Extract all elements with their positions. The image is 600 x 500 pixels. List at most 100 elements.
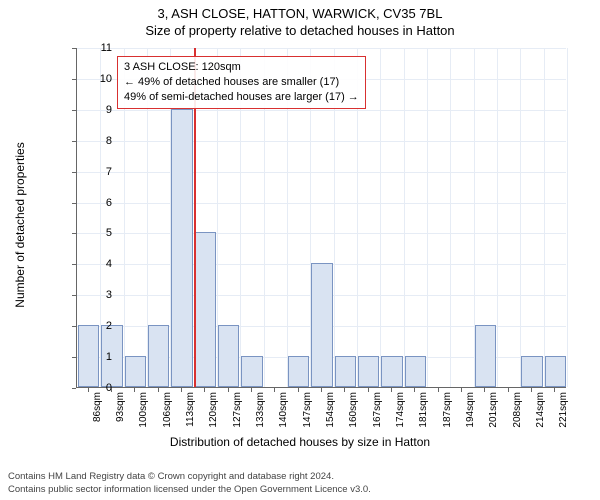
x-tick-label: 140sqm (278, 392, 289, 428)
gridline-v (497, 48, 498, 387)
x-tick-mark (298, 388, 299, 392)
gridline-h (77, 141, 566, 142)
x-tick-mark (204, 388, 205, 392)
y-tick-mark (72, 203, 76, 204)
gridline-h (77, 172, 566, 173)
x-tick-mark (274, 388, 275, 392)
y-tick-mark (72, 233, 76, 234)
y-tick-mark (72, 48, 76, 49)
y-tick-label: 10 (88, 73, 112, 85)
y-tick-mark (72, 110, 76, 111)
y-tick-label: 8 (88, 135, 112, 147)
gridline-v (567, 48, 568, 387)
histogram-bar (148, 325, 169, 387)
gridline-h (77, 48, 566, 49)
attribution-footer: Contains HM Land Registry data © Crown c… (8, 471, 371, 496)
histogram-bar (195, 232, 216, 387)
y-tick-label: 3 (88, 289, 112, 301)
y-tick-label: 9 (88, 104, 112, 116)
x-tick-mark (88, 388, 89, 392)
reference-info-box: 3 ASH CLOSE: 120sqm ← 49% of detached ho… (117, 56, 366, 109)
x-tick-label: 86sqm (92, 392, 103, 422)
x-tick-mark (438, 388, 439, 392)
x-tick-label: 113sqm (185, 392, 196, 427)
gridline-h (77, 233, 566, 234)
x-tick-label: 167sqm (372, 392, 383, 428)
y-tick-mark (72, 79, 76, 80)
histogram-bar (381, 356, 402, 387)
gridline-h (77, 203, 566, 204)
gridline-h (77, 110, 566, 111)
page-subtitle: Size of property relative to detached ho… (0, 21, 600, 38)
x-tick-mark (531, 388, 532, 392)
x-tick-label: 221sqm (558, 392, 569, 428)
x-tick-mark (508, 388, 509, 392)
histogram-bar (125, 356, 146, 387)
y-tick-label: 4 (88, 258, 112, 270)
y-tick-mark (72, 172, 76, 173)
histogram-bar (405, 356, 426, 387)
x-tick-mark (461, 388, 462, 392)
histogram-bar (288, 356, 309, 387)
y-tick-mark (72, 295, 76, 296)
gridline-v (544, 48, 545, 387)
histogram-bar (358, 356, 379, 387)
page-title: 3, ASH CLOSE, HATTON, WARWICK, CV35 7BL (0, 0, 600, 21)
x-tick-mark (251, 388, 252, 392)
x-tick-label: 93sqm (115, 392, 126, 422)
y-tick-mark (72, 264, 76, 265)
histogram-bar (241, 356, 262, 387)
x-tick-mark (391, 388, 392, 392)
x-tick-mark (228, 388, 229, 392)
gridline-v (380, 48, 381, 387)
x-tick-label: 106sqm (162, 392, 173, 428)
x-tick-mark (484, 388, 485, 392)
x-tick-label: 208sqm (512, 392, 523, 428)
x-tick-label: 181sqm (418, 392, 429, 428)
footer-line-2: Contains public sector information licen… (8, 484, 371, 496)
y-tick-mark (72, 326, 76, 327)
x-tick-mark (158, 388, 159, 392)
y-tick-mark (72, 357, 76, 358)
x-tick-label: 100sqm (138, 392, 149, 428)
x-tick-label: 187sqm (442, 392, 453, 428)
gridline-v (427, 48, 428, 387)
y-tick-label: 7 (88, 166, 112, 178)
x-tick-label: 127sqm (232, 392, 243, 428)
y-tick-mark (72, 141, 76, 142)
x-tick-label: 154sqm (325, 392, 336, 428)
x-tick-label: 147sqm (302, 392, 313, 428)
x-tick-label: 120sqm (208, 392, 219, 428)
footer-line-1: Contains HM Land Registry data © Crown c… (8, 471, 371, 483)
info-line-2: ← 49% of detached houses are smaller (17… (124, 75, 359, 90)
y-tick-label: 2 (88, 320, 112, 332)
x-tick-mark (134, 388, 135, 392)
gridline-v (520, 48, 521, 387)
x-tick-label: 194sqm (465, 392, 476, 428)
y-tick-label: 6 (88, 197, 112, 209)
x-tick-mark (111, 388, 112, 392)
x-tick-label: 214sqm (535, 392, 546, 428)
x-tick-label: 174sqm (395, 392, 406, 428)
histogram-bar (171, 109, 192, 387)
histogram-bar (335, 356, 356, 387)
y-tick-label: 1 (88, 351, 112, 363)
histogram-bar (311, 263, 332, 387)
x-axis-label: Distribution of detached houses by size … (0, 435, 600, 449)
x-tick-label: 133sqm (255, 392, 266, 428)
histogram-bar (475, 325, 496, 387)
y-tick-mark (72, 388, 76, 389)
x-tick-label: 160sqm (348, 392, 359, 428)
gridline-v (450, 48, 451, 387)
histogram-chart: Number of detached properties 3 ASH CLOS… (46, 48, 576, 428)
x-tick-label: 201sqm (488, 392, 499, 428)
x-tick-mark (181, 388, 182, 392)
info-line-3: 49% of semi-detached houses are larger (… (124, 90, 359, 105)
x-tick-mark (368, 388, 369, 392)
info-line-1: 3 ASH CLOSE: 120sqm (124, 60, 359, 75)
x-tick-mark (414, 388, 415, 392)
x-tick-mark (554, 388, 555, 392)
y-tick-label: 5 (88, 227, 112, 239)
histogram-bar (218, 325, 239, 387)
x-tick-mark (321, 388, 322, 392)
